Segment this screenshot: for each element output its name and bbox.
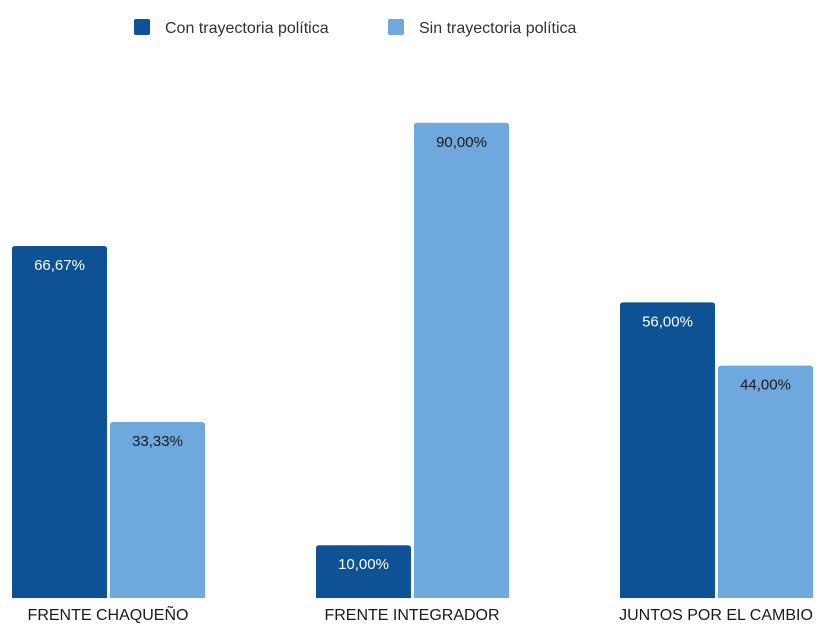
bars <box>12 122 813 599</box>
bar-sin-0 <box>110 422 205 598</box>
value-label-sin-1: 90,00% <box>436 134 487 151</box>
category-label-2: JUNTOS POR EL CAMBIO <box>619 607 813 624</box>
bar-sin-2 <box>718 365 813 598</box>
legend-label-con-trayectoria: Con trayectoria política <box>165 20 329 37</box>
legend: Con trayectoria política Sin trayectoria … <box>134 19 577 37</box>
value-label-con-0: 66,67% <box>34 257 85 274</box>
bar-sin-1 <box>414 122 509 599</box>
legend-swatch-con-trayectoria <box>134 19 150 35</box>
value-labels: 66,67% 33,33% 10,00% 90,00% 56,00% 44,00% <box>34 134 791 573</box>
value-label-sin-2: 44,00% <box>740 377 791 394</box>
category-label-0: FRENTE CHAQUEÑO <box>28 604 189 624</box>
legend-swatch-sin-trayectoria <box>388 19 404 35</box>
category-label-1: FRENTE INTEGRADOR <box>324 607 499 624</box>
category-labels: FRENTE CHAQUEÑO FRENTE INTEGRADOR JUNTOS P… <box>28 604 813 624</box>
value-label-sin-0: 33,33% <box>132 433 183 450</box>
bar-con-2 <box>620 302 715 598</box>
value-label-con-1: 10,00% <box>338 556 389 573</box>
bar-con-1 <box>316 545 411 598</box>
value-label-con-2: 56,00% <box>642 313 693 330</box>
bar-con-0 <box>12 245 107 598</box>
legend-label-sin-trayectoria: Sin trayectoria política <box>419 20 577 37</box>
